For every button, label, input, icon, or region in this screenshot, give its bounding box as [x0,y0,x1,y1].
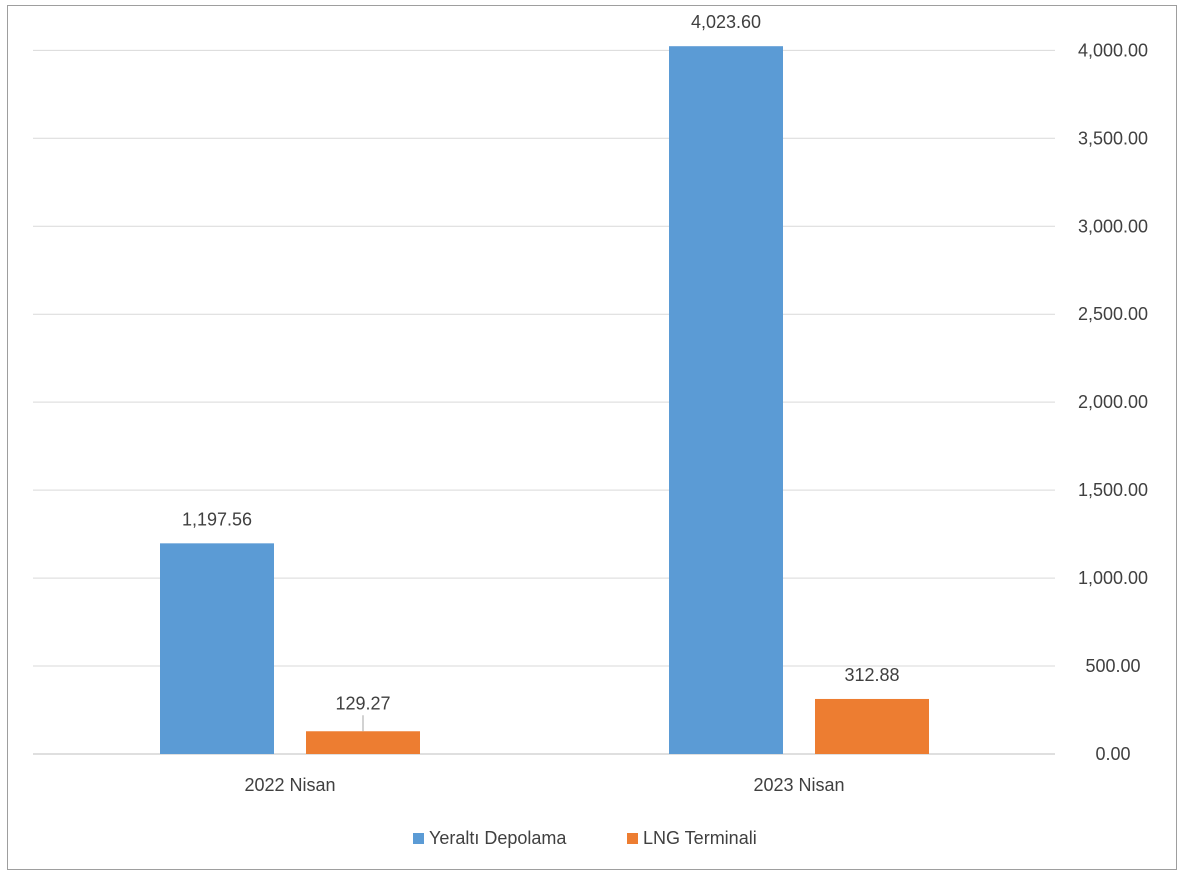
x-category-label: 2023 Nisan [753,775,844,795]
y-tick-label: 4,000.00 [1078,40,1148,60]
data-labels: 1,197.56 4,023.60 129.27 312.88 [182,12,900,732]
y-tick-label: 2,000.00 [1078,392,1148,412]
legend-label: LNG Terminali [643,828,757,848]
bar-lng-terminali [815,698,929,754]
data-label: 4,023.60 [691,12,761,32]
bar-lng-terminali [306,731,420,754]
y-tick-label: 3,000.00 [1078,216,1148,236]
y-tick-label: 1,000.00 [1078,568,1148,588]
y-tick-label: 1,500.00 [1078,480,1148,500]
legend-swatch [627,833,638,844]
data-label: 1,197.56 [182,509,252,529]
x-category-label: 2022 Nisan [244,775,335,795]
legend-item: Yeraltı Depolama [413,828,567,848]
y-tick-label: 2,500.00 [1078,304,1148,324]
x-axis-categories: 2022 Nisan 2023 Nisan [244,775,844,795]
legend-swatch [413,833,424,844]
y-tick-label: 3,500.00 [1078,128,1148,148]
legend-item: LNG Terminali [627,828,757,848]
y-tick-label: 500.00 [1085,656,1140,676]
data-label: 312.88 [844,665,899,685]
bar-yeralti-depolama [160,543,274,754]
y-axis-ticks: 0.00 500.00 1,000.00 1,500.00 2,000.00 2,500.… [1078,40,1148,764]
y-tick-label: 0.00 [1095,744,1130,764]
bar-yeralti-depolama [669,46,783,754]
bars [160,46,929,754]
legend: Yeraltı Depolama LNG Terminali [413,828,757,848]
data-label: 129.27 [335,693,390,713]
legend-label: Yeraltı Depolama [429,828,567,848]
